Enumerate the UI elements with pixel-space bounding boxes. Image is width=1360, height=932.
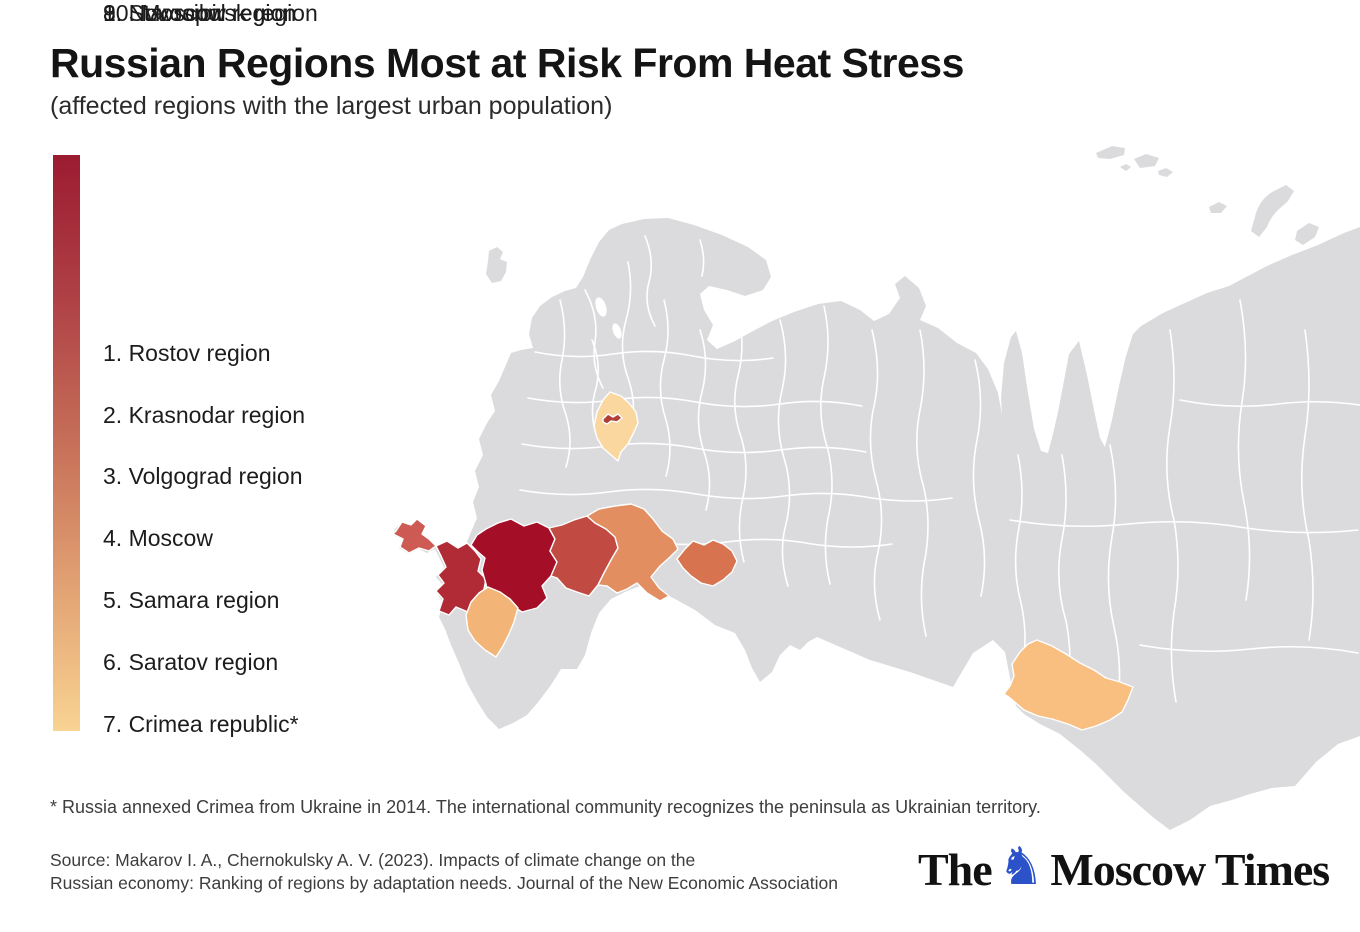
legend-item-3: 3. Volgograd region: [103, 463, 303, 489]
russia-landmass: [393, 218, 1360, 830]
legend-item-8: 8. Stavropol region: [103, 0, 297, 26]
source-attribution: Source: Makarov I. A., Chernokulsky A. V…: [50, 849, 838, 895]
legend-item-4: 4. Moscow: [103, 525, 213, 551]
source-line-1: Source: Makarov I. A., Chernokulsky A. V…: [50, 850, 696, 870]
arctic-islands: [1096, 146, 1319, 245]
legend-item-1: 1. Rostov region: [103, 340, 271, 366]
region-moscow-region: [593, 391, 639, 462]
legend-item-9: 9. Novosibirsk region: [103, 0, 318, 26]
highlighted-regions: [392, 391, 1134, 731]
lake-ladoga: [595, 297, 607, 317]
region-stavropol: [465, 586, 519, 658]
source-line-2: Russian economy: Ranking of regions by a…: [50, 873, 838, 893]
region-saratov: [586, 503, 679, 602]
region-samara: [676, 539, 738, 587]
legend-item-10: 10. Moscow region: [103, 0, 297, 26]
legend-item-5: 5. Samara region: [103, 587, 280, 613]
logo-the: The: [918, 844, 993, 895]
moscow-times-logo: The ♞ Moscow Times: [918, 836, 1330, 897]
region-borders: [519, 235, 1360, 714]
region-novosibirsk: [1003, 639, 1134, 731]
legend-item-2: 2. Krasnodar region: [103, 402, 306, 428]
legend-color-scale: [53, 155, 80, 731]
footnote: * Russia annexed Crimea from Ukraine in …: [50, 797, 1041, 817]
page-subtitle: (affected regions with the largest urban…: [50, 92, 613, 120]
legend-item-7: 7. Crimea republic*: [103, 711, 299, 737]
region-moscow-city: [602, 413, 623, 425]
logo-moscow-times: Moscow Times: [1050, 844, 1330, 895]
lake-onega: [612, 323, 622, 339]
kaliningrad-exclave: [486, 247, 507, 283]
st-george-emblem-icon: ♞: [997, 836, 1045, 897]
page-title: Russian Regions Most at Risk From Heat S…: [50, 40, 964, 86]
legend-item-6: 6. Saratov region: [103, 649, 279, 675]
